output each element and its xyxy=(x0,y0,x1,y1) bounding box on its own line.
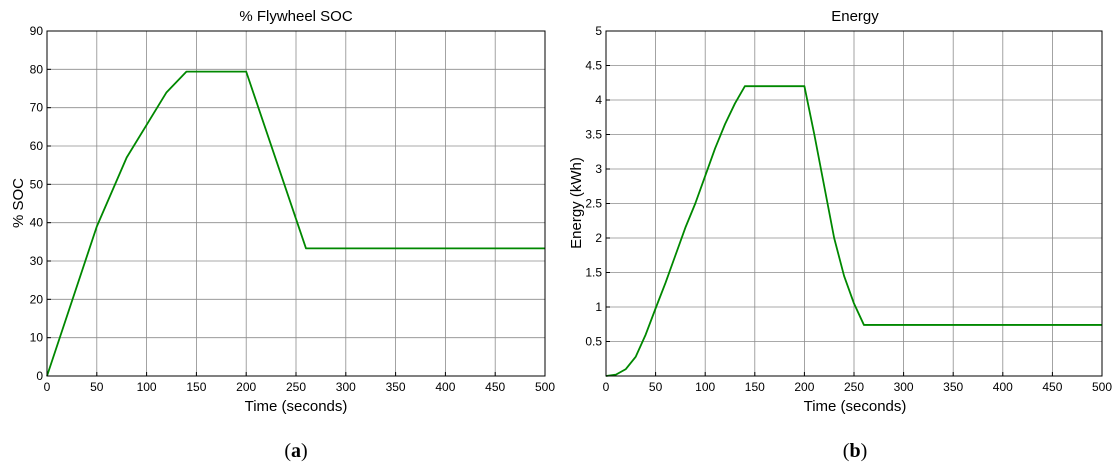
chart-b-y-tick-label: 3 xyxy=(595,162,602,176)
chart-b-y-tick-label: 1 xyxy=(595,300,602,314)
chart-b-title: Energy xyxy=(831,8,879,25)
chart-b-plot-frame xyxy=(605,30,1103,377)
chart-a-series-line xyxy=(46,70,545,377)
chart-a-y-ticks: 0 10 20 30 40 50 60 70 80 90 xyxy=(30,24,44,383)
chart-a-y-tick-label: 10 xyxy=(30,331,44,345)
chart-a: % Flywheel SOC 0 50 100 150 200 250 300 350 400 4… xyxy=(10,8,555,462)
chart-b-x-tick-label: 100 xyxy=(695,380,715,394)
chart-b-y-tick-label: 3.5 xyxy=(585,128,602,142)
chart-b-plot xyxy=(605,85,1102,377)
chart-a-caption: (a) xyxy=(284,440,307,462)
chart-a-x-tick-label: 300 xyxy=(336,380,356,394)
chart-b-x-tick-label: 350 xyxy=(943,380,963,394)
chart-b-series-line xyxy=(605,85,1102,377)
chart-b-caption: (b) xyxy=(843,440,867,462)
chart-a-x-tick-label: 200 xyxy=(236,380,256,394)
chart-a-plot xyxy=(46,70,545,377)
chart-a-x-tick-label: 150 xyxy=(186,380,206,394)
chart-a-x-tick-label: 100 xyxy=(137,380,157,394)
chart-b-y-tick-label: 1.5 xyxy=(585,266,602,280)
chart-a-y-tick-label: 50 xyxy=(30,177,44,191)
chart-a-x-tick-label: 250 xyxy=(286,380,306,394)
chart-a-x-tick-label: 0 xyxy=(44,380,51,394)
chart-a-plot-frame xyxy=(46,30,546,377)
chart-b-y-tick-label: 2 xyxy=(595,231,602,245)
chart-a-y-label: % SOC xyxy=(10,178,27,228)
chart-a-y-tick-label: 20 xyxy=(30,292,44,306)
chart-b-x-tick-label: 300 xyxy=(894,380,914,394)
chart-a-grid xyxy=(46,30,546,377)
chart-b-x-tick-label: 400 xyxy=(993,380,1013,394)
chart-a-x-tick-label: 50 xyxy=(90,380,104,394)
chart-b-y-tick-label: 5 xyxy=(595,24,602,38)
chart-a-x-tick-label: 350 xyxy=(386,380,406,394)
chart-a-caption-letter: a xyxy=(291,440,301,462)
chart-a-x-label: Time (seconds) xyxy=(245,398,348,415)
chart-a-y-tick-label: 30 xyxy=(30,254,44,268)
chart-a-x-tick-label: 400 xyxy=(435,380,455,394)
chart-a-frame xyxy=(46,30,546,377)
chart-a-y-tick-label: 90 xyxy=(30,24,44,38)
chart-b-x-tick-label: 200 xyxy=(794,380,814,394)
chart-a-y-tick-label: 40 xyxy=(30,216,44,230)
chart-b-y-tick-label: 0.5 xyxy=(585,335,602,349)
chart-b-x-tick-label: 150 xyxy=(745,380,765,394)
chart-a-y-tick-label: 60 xyxy=(30,139,44,153)
chart-b-y-ticks: 0.5 1 1.5 2 2.5 3 3.5 4 4.5 5 xyxy=(585,24,602,349)
chart-b-x-tick-label: 500 xyxy=(1092,380,1112,394)
chart-a-y-tick-label: 70 xyxy=(30,101,44,115)
chart-a-x-ticks: 0 50 100 150 200 250 300 350 400 450 500 xyxy=(44,380,556,394)
chart-b-y-label: Energy (kWh) xyxy=(568,157,585,249)
chart-b-x-label: Time (seconds) xyxy=(804,398,907,415)
chart-a-y-tick-label: 80 xyxy=(30,62,44,76)
chart-a-x-tick-label: 500 xyxy=(535,380,555,394)
chart-b-x-tick-label: 250 xyxy=(844,380,864,394)
chart-b-y-tick-label: 4 xyxy=(595,93,602,107)
chart-b-x-tick-label: 50 xyxy=(649,380,663,394)
chart-b: Energy 0 50 100 150 200 250 300 350 400 450 500 0.… xyxy=(568,8,1112,462)
chart-b-frame xyxy=(605,30,1103,377)
chart-a-y-tick-label: 0 xyxy=(36,369,43,383)
chart-b-x-ticks: 0 50 100 150 200 250 300 350 400 450 500 xyxy=(603,380,1113,394)
chart-a-title: % Flywheel SOC xyxy=(239,8,353,25)
chart-b-y-tick-label: 2.5 xyxy=(585,197,602,211)
chart-b-caption-letter: b xyxy=(849,440,860,462)
chart-b-x-tick-label: 450 xyxy=(1042,380,1062,394)
chart-b-x-tick-label: 0 xyxy=(603,380,610,394)
chart-a-x-tick-label: 450 xyxy=(485,380,505,394)
chart-b-y-tick-label: 4.5 xyxy=(585,59,602,73)
